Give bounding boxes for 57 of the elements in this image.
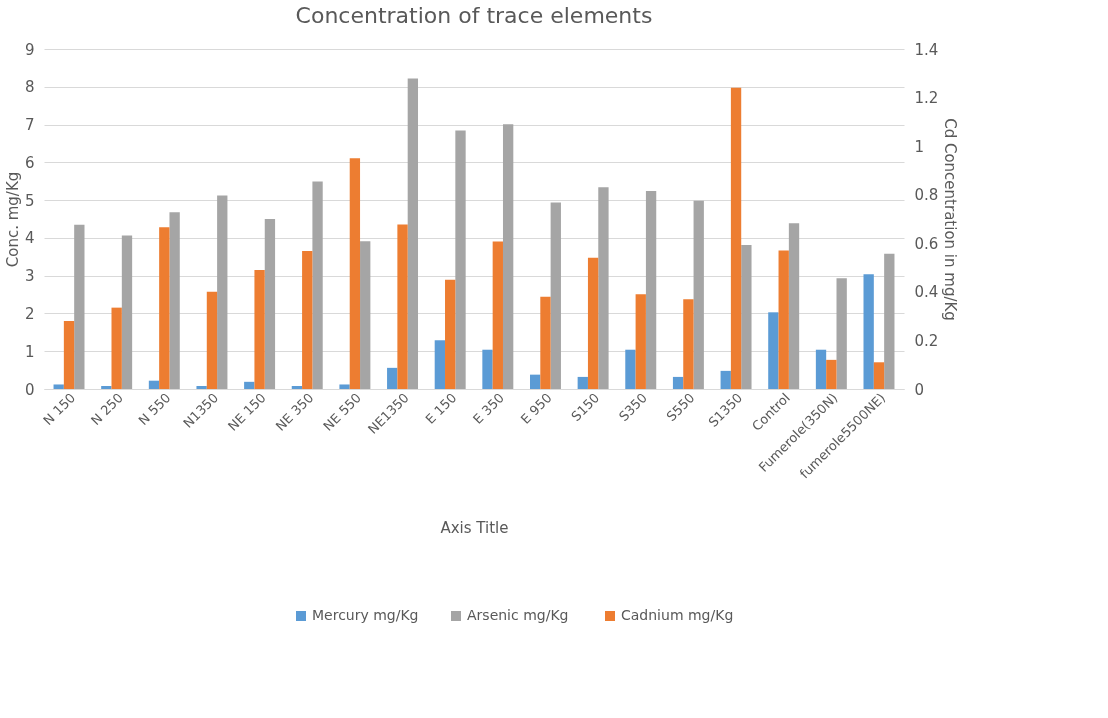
- bar: [720, 370, 731, 389]
- y2-axis-title: Cd Concentration in mg/Kg: [941, 118, 960, 321]
- bar: [455, 130, 466, 389]
- bar: [291, 385, 303, 389]
- y-tick-label: 8: [24, 78, 35, 97]
- x-tick-label: N 150: [40, 390, 79, 429]
- y2-tick-label: 1.4: [914, 40, 939, 59]
- y-axis-title: Conc. mg/Kg: [3, 171, 22, 268]
- y-tick-label: 5: [24, 191, 35, 210]
- x-tick-label: NE 350: [272, 390, 317, 434]
- y2-tick-label: 0.2: [914, 331, 939, 350]
- bar: [196, 385, 207, 389]
- bar: [53, 384, 64, 389]
- y-tick-label: 6: [24, 153, 35, 172]
- x-tick-label: NE 150: [225, 390, 269, 434]
- y2-tick-label: 0.4: [914, 283, 939, 302]
- bar: [672, 376, 684, 389]
- y-tick-label: 4: [24, 229, 35, 248]
- legend-label: Arsenic mg/Kg: [467, 607, 569, 623]
- y-tick-label: 9: [24, 40, 35, 59]
- bar: [873, 362, 885, 389]
- bar: [148, 380, 160, 389]
- chart-title: Concentration of trace elements: [295, 3, 653, 28]
- y2-tick-label: 0.8: [914, 186, 939, 205]
- bar: [884, 253, 895, 389]
- bar: [645, 191, 657, 389]
- y2-tick-label: 1: [914, 137, 925, 156]
- bar: [693, 200, 704, 389]
- x-tick-label: N 250: [87, 390, 126, 429]
- x-tick-label: N 550: [135, 390, 174, 429]
- legend-label: Cadnium mg/Kg: [621, 607, 734, 623]
- y-tick-label: 1: [24, 342, 35, 361]
- x-tick-label: E 150: [422, 390, 460, 427]
- bar: [387, 367, 398, 389]
- bar: [730, 87, 742, 389]
- legend-label: Mercury mg/Kg: [312, 607, 419, 623]
- bar: [74, 224, 85, 389]
- x-tick-label: E 350: [470, 390, 508, 427]
- y2-tick-label: 0: [914, 380, 925, 399]
- y2-tick-label: 1.2: [914, 89, 939, 108]
- x-tick-label: NE 550: [320, 390, 365, 434]
- bar: [529, 374, 541, 389]
- x-tick-label: E 950: [517, 390, 555, 427]
- x-axis-title: Axis Title: [440, 519, 509, 538]
- bar: [577, 376, 588, 389]
- bar: [339, 384, 350, 389]
- y-tick-label: 2: [24, 304, 35, 323]
- bar: [101, 385, 112, 389]
- y-tick-label: 7: [24, 116, 35, 135]
- y-tick-label: 3: [24, 267, 35, 286]
- bar: [863, 274, 874, 389]
- bar: [244, 381, 255, 389]
- bar: [550, 202, 561, 389]
- y2-tick-label: 0.6: [914, 234, 939, 253]
- bar: [836, 278, 847, 389]
- y-tick-label: 0: [24, 380, 35, 399]
- bar: [482, 349, 493, 389]
